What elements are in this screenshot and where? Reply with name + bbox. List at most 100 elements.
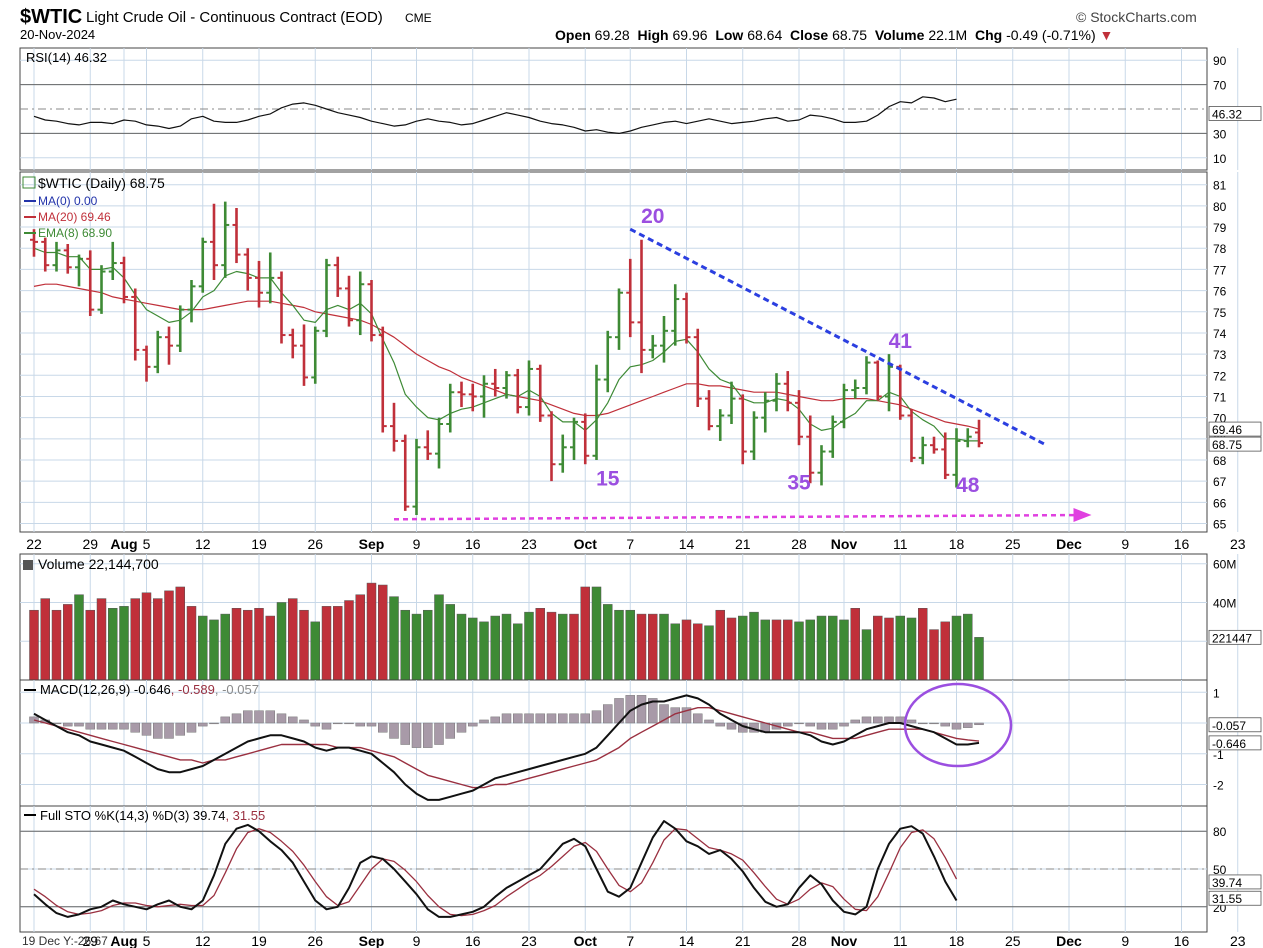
volume-bar	[884, 617, 894, 681]
macd-histogram-bar	[659, 704, 669, 724]
price-bar	[952, 428, 961, 488]
volume-bar	[771, 619, 782, 681]
macd-histogram-bar	[558, 713, 568, 724]
macd-histogram-bar	[861, 716, 872, 724]
price-bar	[558, 434, 567, 473]
volume-bar	[141, 592, 152, 681]
sto-y-tick: 50	[1213, 863, 1227, 877]
macd-histogram-bar	[434, 722, 444, 745]
macd-histogram-bar	[670, 707, 680, 724]
volume-bar	[895, 615, 905, 681]
macd-histogram-bar	[591, 710, 602, 724]
x-axis-tick-bottom: 19	[251, 933, 267, 948]
macd-histogram-bar	[29, 716, 39, 724]
price-legend-item: MA(0) 0.00	[38, 194, 98, 208]
x-axis-tick: 28	[791, 536, 807, 552]
price-legend-item: EMA(8) 68.90	[38, 226, 112, 240]
x-axis-tick: 19	[251, 536, 267, 552]
source-credit[interactable]: © StockCharts.com	[1076, 9, 1197, 25]
volume-bar	[861, 629, 872, 681]
price-bar	[547, 411, 556, 482]
macd-y-tick: -2	[1213, 778, 1224, 792]
macd-histogram-bar	[231, 713, 242, 724]
macd-signal-line	[33, 707, 980, 789]
volume-bar	[355, 594, 365, 681]
price-bar	[750, 411, 758, 460]
macd-histogram-bar	[569, 713, 579, 724]
x-axis-tick-bottom: 23	[521, 933, 537, 948]
price-bar	[671, 284, 680, 346]
volume-bar	[693, 623, 703, 681]
x-axis-tick-bottom: 11	[893, 933, 908, 948]
x-axis-tick: 12	[195, 536, 211, 552]
price-bar	[615, 288, 623, 350]
price-bar	[311, 326, 320, 384]
x-axis-tick-bottom: 21	[735, 933, 751, 948]
volume-title: Volume 22,144,700	[38, 556, 159, 572]
macd-histogram-bar	[321, 722, 332, 730]
macd-histogram-bar	[445, 722, 455, 739]
price-bar	[513, 368, 522, 414]
x-axis-tick: 11	[893, 536, 908, 552]
price-bar	[221, 201, 230, 278]
volume-bar	[411, 613, 422, 681]
volume-bar	[951, 615, 962, 681]
close-price-label-box	[1208, 436, 1262, 452]
x-axis-tick: Sep	[359, 536, 385, 552]
price-bar	[165, 326, 173, 365]
price-bar	[255, 260, 263, 308]
price-bar	[941, 432, 950, 480]
price-bar	[277, 271, 286, 344]
x-axis-tick: 9	[413, 536, 421, 552]
change-value: -0.49 (-0.71%)	[1006, 27, 1096, 43]
rsi-value-label: 46.32	[1212, 107, 1242, 121]
macd-histogram-bar	[951, 722, 962, 730]
macd-histogram-bar	[805, 722, 815, 727]
price-bar	[345, 275, 353, 327]
volume-bar	[794, 621, 804, 681]
macd-histogram-bar	[906, 719, 917, 724]
macd-histogram-bar	[816, 722, 827, 730]
change-label: Chg	[975, 27, 1003, 43]
price-bar	[176, 305, 185, 352]
x-axis-tick: 14	[679, 536, 695, 552]
price-bar	[232, 208, 241, 264]
price-bar	[198, 237, 207, 293]
price-bar	[930, 436, 938, 454]
price-bar	[142, 345, 151, 382]
sto-k-label-box	[1208, 874, 1262, 890]
volume-bar	[490, 615, 500, 681]
volume-bar	[378, 584, 388, 681]
macd-histogram-bar	[366, 722, 377, 727]
stochastic-annotation: 35	[787, 472, 811, 495]
price-bar	[570, 417, 578, 460]
highlight-circle	[903, 682, 1013, 768]
macd-histogram-bar	[524, 713, 534, 724]
price-y-tick: 65	[1213, 518, 1227, 532]
price-bar	[412, 438, 421, 516]
price-y-tick: 79	[1213, 221, 1227, 235]
price-y-tick: 80	[1213, 200, 1227, 214]
volume-bar	[153, 598, 163, 681]
price-bar	[705, 390, 713, 431]
volume-bar	[456, 613, 467, 681]
sto-legend-item: Full STO %K(14,3) %D(3) 39.74	[40, 808, 225, 823]
sto-legend-item: , 31.55	[225, 808, 265, 823]
macd-histogram-bar	[693, 713, 703, 724]
price-bar	[738, 394, 747, 465]
x-axis-tick: Dec	[1056, 536, 1082, 552]
sto-d-label: 31.55	[1212, 892, 1242, 906]
price-bar	[457, 381, 466, 408]
price-bar	[131, 288, 140, 361]
volume-bar	[636, 613, 647, 681]
macd-histogram-label: -0.057	[1212, 719, 1246, 733]
price-bar	[378, 326, 387, 433]
volume-bar	[558, 613, 568, 681]
price-bar	[716, 409, 725, 441]
volume-bar	[659, 613, 669, 681]
macd-histogram-bar	[468, 722, 478, 727]
down-arrow-icon: ▼	[1099, 27, 1114, 43]
volume-bar	[51, 609, 62, 681]
volume-value-label: 221447	[1212, 631, 1252, 645]
ticker-symbol: $WTIC	[20, 6, 83, 28]
